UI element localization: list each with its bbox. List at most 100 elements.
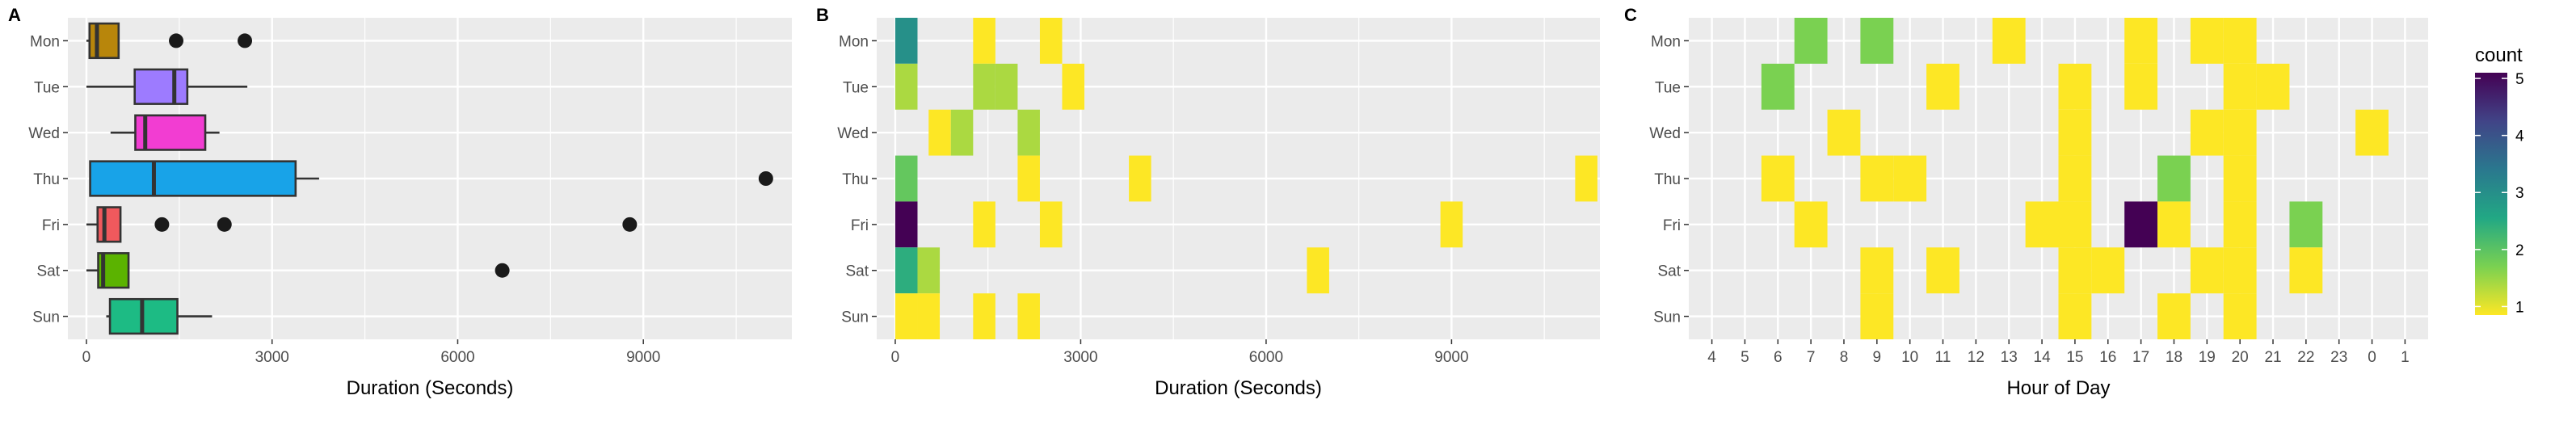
heat-cell bbox=[2223, 18, 2257, 64]
x-tick-label: 3000 bbox=[255, 349, 289, 366]
heat-cell bbox=[2157, 293, 2191, 339]
box-iqr bbox=[89, 160, 297, 197]
heat-cell bbox=[950, 109, 974, 156]
heat-cell bbox=[1860, 155, 1894, 202]
heat-cell bbox=[1017, 155, 1040, 202]
panel-label-b: B bbox=[816, 5, 829, 25]
x-tick-label: 6000 bbox=[1249, 349, 1283, 366]
heat-cell bbox=[1039, 201, 1063, 248]
y-tick-label: Mon bbox=[1651, 33, 1681, 50]
x-tick-label: 9000 bbox=[1434, 349, 1468, 366]
outlier-point bbox=[758, 171, 773, 186]
heat-cell bbox=[2190, 109, 2224, 156]
y-tick-label: Mon bbox=[30, 33, 60, 50]
heat-cell bbox=[894, 63, 918, 110]
box-sat bbox=[86, 252, 510, 289]
y-tick-label: Tue bbox=[1655, 79, 1681, 96]
x-tick-label: 5 bbox=[1740, 349, 1749, 366]
heat-cell bbox=[1761, 155, 1795, 202]
heat-cell bbox=[1992, 18, 2026, 64]
heat-cell bbox=[2223, 63, 2257, 110]
colorbar-tick-label: 4 bbox=[2515, 128, 2524, 145]
heat-cell bbox=[1926, 63, 1959, 110]
heat-cell bbox=[1860, 293, 1894, 339]
heat-cell bbox=[973, 293, 995, 339]
heat-cell bbox=[2190, 247, 2224, 294]
heat-cell bbox=[1062, 63, 1085, 110]
y-tick-label: Thu bbox=[842, 171, 869, 188]
outlier-point bbox=[154, 217, 170, 232]
x-tick-label: 0 bbox=[891, 349, 900, 366]
heat-cell bbox=[995, 63, 1018, 110]
heat-cell bbox=[928, 109, 951, 156]
y-tick-label: Fri bbox=[1663, 217, 1681, 234]
x-tick-label: 4 bbox=[1707, 349, 1716, 366]
heat-cell bbox=[1860, 247, 1894, 294]
outlier-point bbox=[495, 263, 510, 278]
heat-cell bbox=[1440, 201, 1463, 248]
heat-cell bbox=[894, 18, 918, 64]
heat-cell bbox=[973, 18, 995, 64]
heat-cell bbox=[2223, 109, 2257, 156]
box-sun bbox=[106, 297, 213, 335]
x-tick-label: 22 bbox=[2297, 349, 2314, 366]
x-tick-label: 6000 bbox=[440, 349, 474, 366]
outlier-point bbox=[217, 217, 232, 232]
outlier-point bbox=[622, 217, 638, 232]
heat-cell bbox=[1039, 18, 1063, 64]
colorbar-tick-label: 3 bbox=[2515, 185, 2524, 202]
heat-cell bbox=[2157, 155, 2191, 202]
heat-cell bbox=[2058, 63, 2092, 110]
x-tick-label: 13 bbox=[2001, 349, 2018, 366]
y-tick-label: Wed bbox=[28, 125, 60, 142]
x-tick-label: 1 bbox=[2401, 349, 2410, 366]
x-tick-label: 16 bbox=[2099, 349, 2116, 366]
heat-cell bbox=[2289, 201, 2323, 248]
y-tick-label: Fri bbox=[851, 217, 869, 234]
y-tick-label: Sat bbox=[1657, 263, 1681, 280]
heat-cell bbox=[2223, 247, 2257, 294]
heat-cell bbox=[1860, 18, 1894, 64]
legend-title: count bbox=[2475, 44, 2523, 66]
x-tick-label: 0 bbox=[82, 349, 91, 366]
heat-cell bbox=[1926, 247, 1959, 294]
heat-cell bbox=[917, 247, 941, 294]
heat-cell bbox=[1893, 155, 1927, 202]
heat-cell bbox=[2190, 18, 2224, 64]
y-tick-label: Sun bbox=[32, 309, 60, 326]
heat-cell bbox=[2058, 155, 2092, 202]
y-tick-label: Sat bbox=[845, 263, 869, 280]
x-axis-title: Duration (Seconds) bbox=[347, 377, 514, 399]
box-thu bbox=[89, 160, 773, 197]
x-tick-label: 21 bbox=[2264, 349, 2281, 366]
heat-cell bbox=[894, 155, 918, 202]
box-fri bbox=[86, 206, 638, 243]
panel-label-a: A bbox=[8, 5, 21, 25]
box-iqr bbox=[96, 206, 122, 243]
x-tick-label: 19 bbox=[2199, 349, 2216, 366]
x-tick-label: 12 bbox=[1968, 349, 1985, 366]
panel-b-duration-heatmap: Mon Tue Wed Thu Fri Sat Sun 0 3000 6000 9000 Durati… bbox=[837, 18, 1600, 399]
heat-cell bbox=[2124, 63, 2158, 110]
heat-cell bbox=[2223, 293, 2257, 339]
heat-cell bbox=[1129, 155, 1151, 202]
heat-cell bbox=[2025, 201, 2059, 248]
x-tick-label: 9 bbox=[1873, 349, 1882, 366]
heat-cell bbox=[2223, 155, 2257, 202]
count-legend: count 1 2 3 4 5 bbox=[2475, 44, 2524, 316]
heat-cell bbox=[2223, 201, 2257, 248]
y-tick-label: Wed bbox=[1649, 125, 1681, 142]
x-tick-label: 15 bbox=[2066, 349, 2083, 366]
box-iqr bbox=[133, 68, 189, 105]
outlier-point bbox=[169, 33, 184, 48]
heat-cell bbox=[973, 201, 995, 248]
heat-cell bbox=[894, 247, 918, 294]
heat-cell bbox=[1017, 109, 1040, 156]
y-tick-label: Sun bbox=[1653, 309, 1681, 326]
x-tick-label: 11 bbox=[1935, 349, 1951, 366]
colorbar bbox=[2475, 73, 2507, 315]
heat-cell bbox=[2058, 201, 2092, 248]
colorbar-tick-label: 1 bbox=[2515, 299, 2524, 316]
